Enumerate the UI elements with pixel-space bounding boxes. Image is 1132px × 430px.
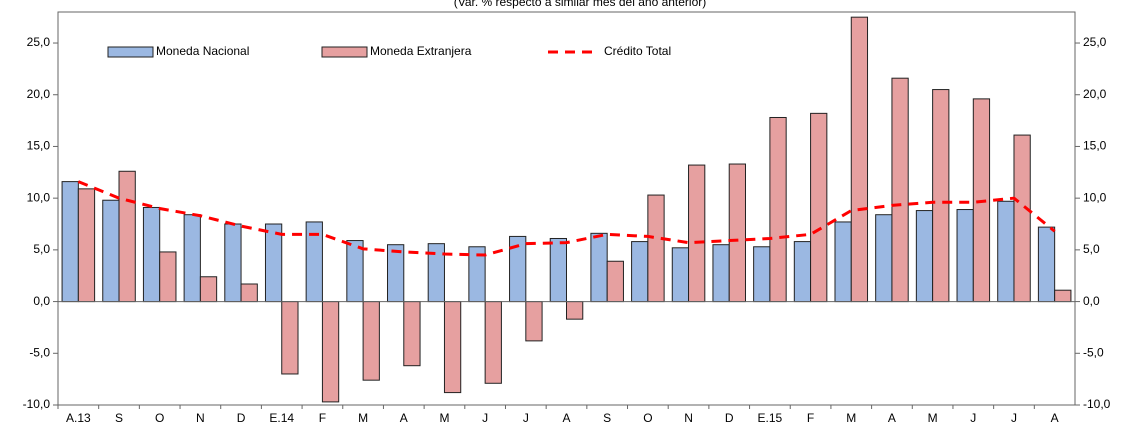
x-tick-label: M xyxy=(846,411,856,425)
y2-tick-label: 5,0 xyxy=(1083,242,1100,256)
x-tick-label: J xyxy=(970,411,976,425)
x-tick-label: J xyxy=(1011,411,1017,425)
legend-swatch xyxy=(321,46,368,58)
bar xyxy=(769,116,787,303)
bar xyxy=(484,301,502,384)
bar xyxy=(875,214,893,303)
bar xyxy=(118,170,136,303)
bar xyxy=(566,301,584,320)
bar xyxy=(647,194,665,303)
x-tick-label: A xyxy=(400,411,408,425)
bar xyxy=(61,181,79,303)
y-tick-label: -10,0 xyxy=(23,397,51,411)
x-tick-label: J xyxy=(482,411,488,425)
y-tick-label: 15,0 xyxy=(27,139,51,153)
legend-label: Moneda Nacional xyxy=(156,44,249,58)
x-tick-label: S xyxy=(603,411,611,425)
bar xyxy=(932,89,950,303)
bar xyxy=(159,251,177,303)
legend-label: Moneda Extranjera xyxy=(370,44,472,58)
x-tick-label: M xyxy=(358,411,368,425)
bar xyxy=(834,221,852,303)
x-tick-label: A xyxy=(888,411,896,425)
bar xyxy=(810,112,828,303)
bar xyxy=(956,209,974,303)
bar xyxy=(728,163,746,303)
x-tick-label: J xyxy=(523,411,529,425)
line-series xyxy=(77,180,1056,257)
x-tick-label: A xyxy=(562,411,570,425)
bar xyxy=(549,237,568,303)
x-tick-label: E.15 xyxy=(758,411,783,425)
bar xyxy=(281,301,299,375)
bar xyxy=(1054,289,1072,303)
y-tick-label: 25,0 xyxy=(27,35,51,49)
bar xyxy=(793,241,812,303)
y2-tick-label: 10,0 xyxy=(1083,190,1107,204)
x-tick-label: F xyxy=(807,411,814,425)
x-tick-label: N xyxy=(684,411,693,425)
y2-tick-label: 25,0 xyxy=(1083,35,1107,49)
bar xyxy=(443,301,462,394)
bar xyxy=(142,206,161,303)
chart-subtitle: (Var. % respecto a similar mes del año a… xyxy=(454,0,707,9)
y-tick-label: 0,0 xyxy=(33,294,50,308)
y2-tick-label: -10,0 xyxy=(1083,397,1111,411)
bar xyxy=(1037,226,1056,303)
bar xyxy=(688,164,706,303)
bar xyxy=(915,210,934,303)
legend-swatch xyxy=(107,46,154,58)
x-tick-label: A xyxy=(1051,411,1059,425)
bar xyxy=(997,200,1015,303)
bar xyxy=(590,232,608,303)
bar xyxy=(199,276,218,303)
legend-label: Crédito Total xyxy=(604,44,671,58)
x-tick-label: F xyxy=(319,411,326,425)
x-tick-label: S xyxy=(115,411,123,425)
bar xyxy=(891,77,909,303)
bar xyxy=(240,283,258,303)
x-tick-label: M xyxy=(928,411,938,425)
bar xyxy=(712,244,730,303)
bar xyxy=(183,214,201,303)
y2-tick-label: 0,0 xyxy=(1083,294,1100,308)
x-tick-label: N xyxy=(196,411,205,425)
bar xyxy=(321,301,340,403)
bar xyxy=(1013,134,1031,303)
x-tick-label: D xyxy=(725,411,734,425)
bar xyxy=(77,188,96,303)
x-tick-label: O xyxy=(643,411,652,425)
bar xyxy=(525,301,543,342)
bar xyxy=(403,301,421,367)
y-tick-label: 10,0 xyxy=(27,190,51,204)
y2-tick-label: 20,0 xyxy=(1083,87,1107,101)
x-tick-label: M xyxy=(439,411,449,425)
x-tick-label: A.13 xyxy=(66,411,91,425)
y2-tick-label: -5,0 xyxy=(1083,345,1104,359)
y-tick-label: 5,0 xyxy=(33,242,50,256)
x-tick-label: E.14 xyxy=(269,411,294,425)
bar xyxy=(671,247,690,303)
y2-tick-label: 15,0 xyxy=(1083,139,1107,153)
bar xyxy=(362,301,380,381)
bar xyxy=(387,244,405,303)
bar xyxy=(102,199,120,303)
bar xyxy=(606,260,624,303)
bar xyxy=(224,223,242,303)
bar xyxy=(264,223,283,303)
x-tick-label: D xyxy=(237,411,246,425)
x-tick-label: O xyxy=(155,411,164,425)
bar xyxy=(631,241,649,303)
bar xyxy=(346,240,364,303)
y-tick-label: 20,0 xyxy=(27,87,51,101)
bar xyxy=(753,246,771,303)
y-tick-label: -5,0 xyxy=(29,345,50,359)
bar xyxy=(850,16,869,303)
plot-frame xyxy=(57,11,1076,406)
